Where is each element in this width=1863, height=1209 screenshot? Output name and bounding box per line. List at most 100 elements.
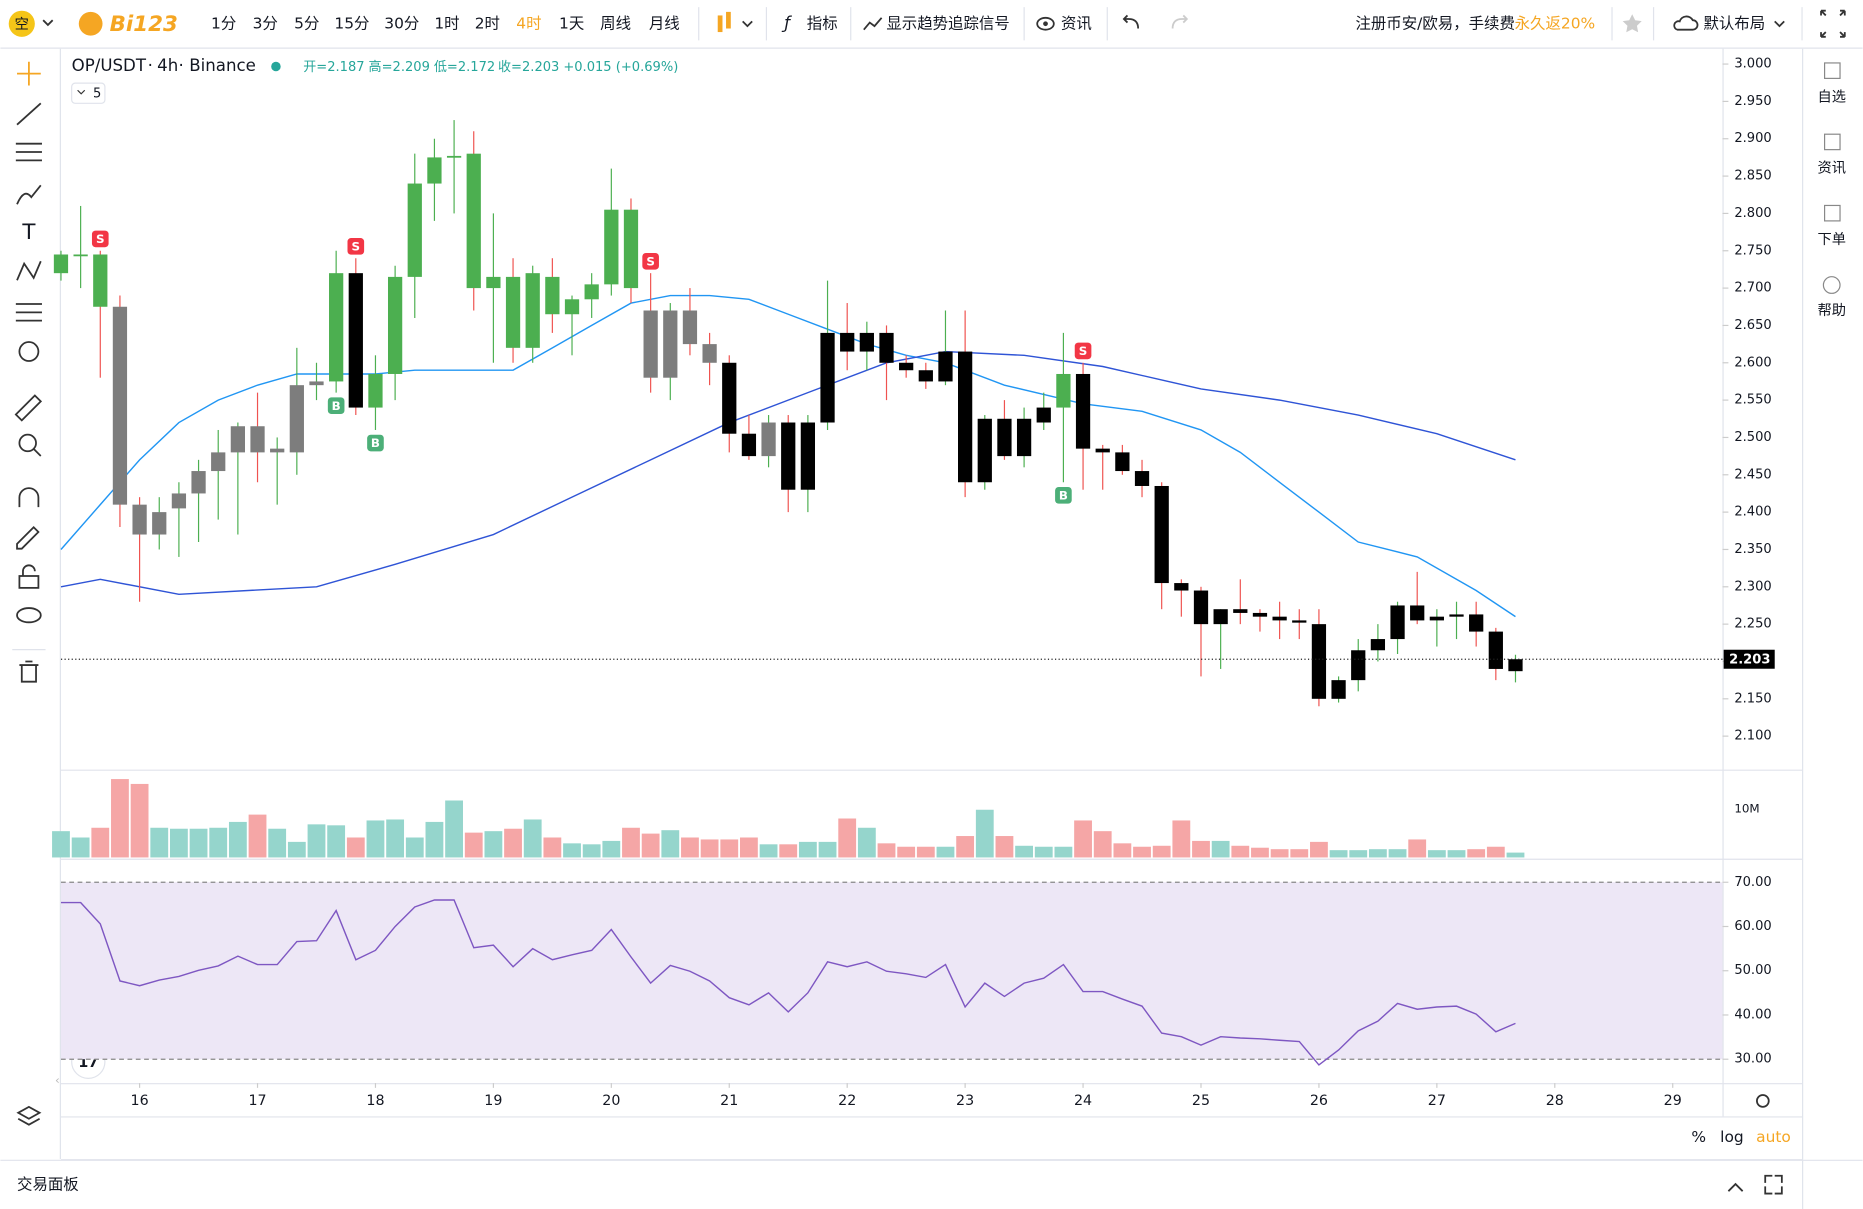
lock-draw-tool[interactable] [16,526,40,550]
zoom-tool [33,448,42,457]
volume-bar [464,832,483,858]
signal-label: S [352,239,361,253]
interval-button[interactable]: 月线 [649,14,680,32]
favorite-button[interactable] [1622,14,1642,33]
volume-bar [1506,852,1525,858]
volume-bar [1133,846,1151,858]
volume-bar [111,779,129,858]
volume-bar [1486,846,1505,858]
x-tick-label: 29 [1664,1093,1682,1109]
interval-button[interactable]: 3分 [253,14,278,32]
interval-button[interactable]: 周线 [600,14,631,32]
interval-button[interactable]: 2时 [475,14,500,32]
volume-bar [543,837,562,858]
candle-body [682,310,698,345]
candle-body [977,418,992,483]
trend-button[interactable]: 显示趋势追踪信号 [886,14,1009,32]
volume-bar [1172,820,1191,858]
interval-button[interactable]: 1时 [434,14,459,32]
log-button[interactable]: log [1720,1128,1744,1146]
interval-button[interactable]: 4时 [516,14,541,32]
settings-button[interactable] [1756,1094,1770,1108]
brush-tool[interactable] [16,184,42,205]
undo-button[interactable] [1122,14,1140,29]
avatar-text: 空 [15,16,29,33]
trade-panel-button[interactable]: 交易面板 [17,1176,79,1194]
caret [77,89,86,95]
candle-body [800,422,816,490]
promo-text[interactable]: 注册币安/欧易，手续费 [1355,14,1514,32]
legend-toggle[interactable] [71,82,106,104]
interval-button[interactable]: 5分 [294,14,319,32]
volume-bar [1015,845,1034,858]
fullscreen-button[interactable] [1820,9,1846,38]
zoom-tool[interactable] [18,433,37,453]
avatar[interactable] [8,10,35,37]
candle-body [938,351,953,382]
redo-button[interactable] [1171,14,1189,29]
volume-bar [150,827,169,858]
chart-type-icon [726,11,731,29]
signal-badge [642,252,659,270]
help-icon [1822,276,1841,294]
candle-body [840,332,855,352]
collapse-button[interactable]: ‹ [55,1073,60,1087]
watchlist-icon [1823,62,1841,79]
layout-button[interactable]: 默认布局 [1703,14,1765,32]
crosshair-tool[interactable] [17,61,41,86]
sidebar-item[interactable]: 帮助 [1817,302,1846,319]
trendline-tool[interactable] [16,102,42,126]
signal-label: S [646,254,655,268]
volume-bar [1270,849,1289,858]
last-price-label: 2.203 [1729,652,1770,667]
candle-body [1508,659,1523,672]
interval-button[interactable]: 1分 [211,14,236,32]
chart-type-icon[interactable] [717,15,723,33]
rsi-tick-label: 30.00 [1734,1052,1771,1067]
lock-tool[interactable] [18,575,40,589]
sidebar-item[interactable]: 自选 [1817,88,1846,105]
candle-body [466,153,481,289]
maximize-button[interactable] [1764,1174,1783,1195]
volume-bar [248,814,267,858]
hide-tool[interactable] [16,607,42,624]
moving-average [60,294,1516,618]
volume-bar [563,843,581,858]
interval-button[interactable]: 30分 [384,14,419,32]
sidebar-item[interactable]: 资讯 [1817,160,1846,177]
auto-button[interactable]: auto [1756,1128,1791,1146]
exchange: Binance [189,56,256,75]
indicator-button[interactable]: 指标 [807,14,838,32]
volume-bar [1368,849,1387,858]
emoji-tool[interactable] [18,341,40,362]
prediction-tool[interactable] [15,303,42,322]
volume-bar [1034,846,1053,858]
x-tick-label: 23 [956,1093,974,1109]
interval-button[interactable]: 15分 [334,14,369,32]
interval-button[interactable]: 1天 [559,14,584,32]
fib-tool[interactable] [15,142,42,162]
promo-highlight[interactable]: 永久返20% [1515,14,1596,32]
expand-button[interactable] [1727,1182,1744,1192]
sidebar-item[interactable]: 下单 [1817,231,1846,248]
layers-button[interactable] [16,1105,42,1126]
x-tick-label: 27 [1428,1093,1446,1109]
percent-button[interactable]: % [1691,1128,1706,1146]
ohlc-close: 收=2.203 [498,60,559,75]
candle-body [289,385,304,453]
avatar-caret [42,19,54,27]
pattern-tool[interactable] [16,260,42,281]
news-button[interactable]: 资讯 [1061,14,1092,32]
magnet-tool[interactable] [18,487,40,508]
delete-tool[interactable] [19,660,39,683]
text-tool[interactable]: T [21,220,36,245]
plot: 2.1002.1502.2002.2502.3002.3502.4002.450… [52,57,1775,1109]
volume-bar [523,819,542,858]
candle-body [702,344,717,363]
ruler-tool[interactable] [14,394,43,422]
volume-bar [386,819,405,858]
volume-bar [995,836,1014,858]
x-tick-label: 16 [131,1093,149,1109]
candle-body [1370,639,1386,651]
